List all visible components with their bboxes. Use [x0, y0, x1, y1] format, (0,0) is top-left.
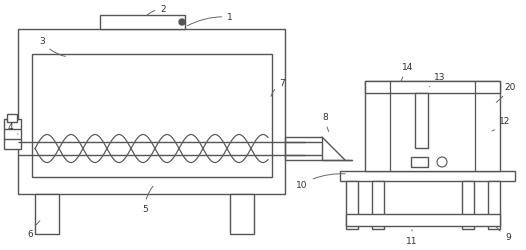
- Bar: [372, 181, 384, 229]
- Bar: [18, 30, 285, 194]
- Bar: [32, 55, 272, 177]
- Text: 1: 1: [187, 14, 233, 26]
- Text: 14: 14: [401, 63, 413, 82]
- Text: 7: 7: [271, 79, 285, 97]
- Bar: [7, 114, 17, 122]
- Text: 5: 5: [142, 186, 153, 214]
- Bar: [346, 181, 358, 229]
- Text: 2: 2: [147, 6, 166, 16]
- Text: 4: 4: [7, 123, 18, 134]
- Text: 10: 10: [296, 174, 345, 189]
- Bar: [346, 214, 500, 226]
- Text: 6: 6: [27, 221, 40, 238]
- Bar: [340, 171, 515, 181]
- Bar: [365, 82, 500, 171]
- Bar: [100, 16, 185, 30]
- Bar: [462, 181, 474, 229]
- Text: 11: 11: [406, 230, 418, 246]
- Text: 12: 12: [492, 117, 511, 132]
- Text: 9: 9: [495, 226, 511, 242]
- Bar: [365, 82, 500, 94]
- Bar: [35, 194, 59, 234]
- Bar: [4, 120, 21, 150]
- Text: 8: 8: [322, 113, 329, 132]
- Bar: [230, 194, 254, 234]
- Text: 3: 3: [39, 37, 65, 57]
- Text: 13: 13: [430, 73, 446, 88]
- Bar: [411, 157, 428, 167]
- Bar: [415, 94, 428, 148]
- Circle shape: [179, 20, 185, 26]
- Bar: [488, 181, 500, 229]
- Text: 20: 20: [496, 83, 515, 103]
